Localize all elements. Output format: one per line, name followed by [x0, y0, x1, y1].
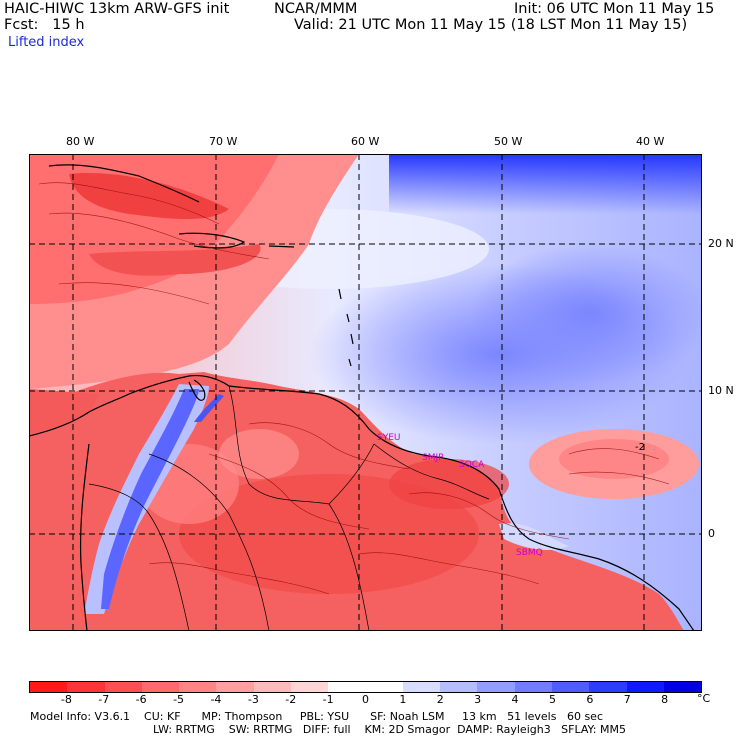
- colorbar-tick-label: -8: [60, 693, 72, 706]
- model-title: HAIC-HIWC 13km ARW-GFS init: [4, 1, 230, 17]
- lon-label-70w: 70 W: [209, 135, 238, 148]
- colorbar-swatch: [440, 682, 478, 692]
- lat-label-eq: 0: [708, 527, 715, 540]
- station-sbmq: SBMQ: [516, 548, 543, 558]
- deep-blue-region: [389, 154, 702, 214]
- colorbar-tick-label: -2: [285, 693, 297, 706]
- colorbar-swatch: [477, 682, 515, 692]
- colorbar-tick-label: 4: [511, 693, 519, 706]
- colorbar-swatch: [104, 682, 142, 692]
- colorbar-tick-label: -5: [173, 693, 185, 706]
- colorbar-tick-label: -3: [247, 693, 259, 706]
- colorbar-swatch: [141, 682, 180, 692]
- colorbar-swatch: [328, 682, 366, 692]
- lon-label-60w: 60 W: [351, 135, 380, 148]
- colorbar-swatch: [365, 682, 403, 692]
- country-borders: [88, 385, 490, 631]
- colorbar-swatch: [589, 682, 627, 692]
- station-syeu: SYEU: [377, 433, 400, 443]
- colorbar-tick-label: 8: [661, 693, 669, 706]
- lat-lon-grid: [29, 154, 702, 631]
- colorbar-tick-label: 1: [399, 693, 407, 706]
- colorbar-unit: °C: [697, 692, 711, 705]
- lon-label-40w: 40 W: [636, 135, 665, 148]
- model-info-line2: LW: RRTMG SW: RRTMG DIFF: full KM: 2D Sm…: [153, 723, 626, 736]
- colorbar-swatch: [179, 682, 217, 692]
- colorbar-tick-label: 2: [436, 693, 444, 706]
- colorbar-swatch: [551, 682, 590, 692]
- init-time: Init: 06 UTC Mon 11 May 15: [514, 1, 715, 17]
- colorbar-swatch: [663, 682, 702, 692]
- colorbar-swatch: [216, 682, 254, 692]
- colorbar-swatch: [290, 682, 329, 692]
- colorbar-swatch: [402, 682, 441, 692]
- colorbar-tick-label: -7: [98, 693, 110, 706]
- colorbar-tick-label: 6: [586, 693, 594, 706]
- lon-label-80w: 80 W: [66, 135, 95, 148]
- colorbar-tick-label: 0: [362, 693, 369, 706]
- contour-label: -2: [635, 442, 645, 453]
- valid-time: Valid: 21 UTC Mon 11 May 15 (18 LST Mon …: [294, 17, 688, 33]
- station-smjp: SMJP: [422, 453, 444, 463]
- lifted-index-map: SYEU SMJP SOCA SBMQ -2: [29, 154, 702, 631]
- colorbar-tick-label: -1: [322, 693, 334, 706]
- lat-label-20n: 20 N: [708, 237, 734, 250]
- colorbar-swatch: [626, 682, 664, 692]
- lon-label-50w: 50 W: [494, 135, 523, 148]
- colorbar-tick-label: -6: [135, 693, 147, 706]
- colorbar: [29, 681, 702, 693]
- colorbar-swatch: [253, 682, 291, 692]
- coastlines: [29, 164, 695, 631]
- contour-lines: [38, 182, 670, 595]
- colorbar-swatch: [514, 682, 552, 692]
- field-name: Lifted index: [8, 35, 85, 50]
- colorbar-tick-label: 5: [548, 693, 556, 706]
- model-info-line1: Model Info: V3.6.1 CU: KF MP: Thompson P…: [30, 710, 603, 723]
- lat-label-10n: 10 N: [708, 384, 734, 397]
- colorbar-tick-label: 3: [474, 693, 482, 706]
- colorbar-tick-label: -4: [210, 693, 222, 706]
- station-soca: SOCA: [459, 460, 485, 470]
- colorbar-swatch: [30, 682, 68, 692]
- forecast-hour: Fcst: 15 h: [4, 17, 85, 33]
- colorbar-tick-label: 7: [623, 693, 631, 706]
- organization-label: NCAR/MMM: [274, 1, 358, 17]
- colorbar-swatch: [67, 682, 105, 692]
